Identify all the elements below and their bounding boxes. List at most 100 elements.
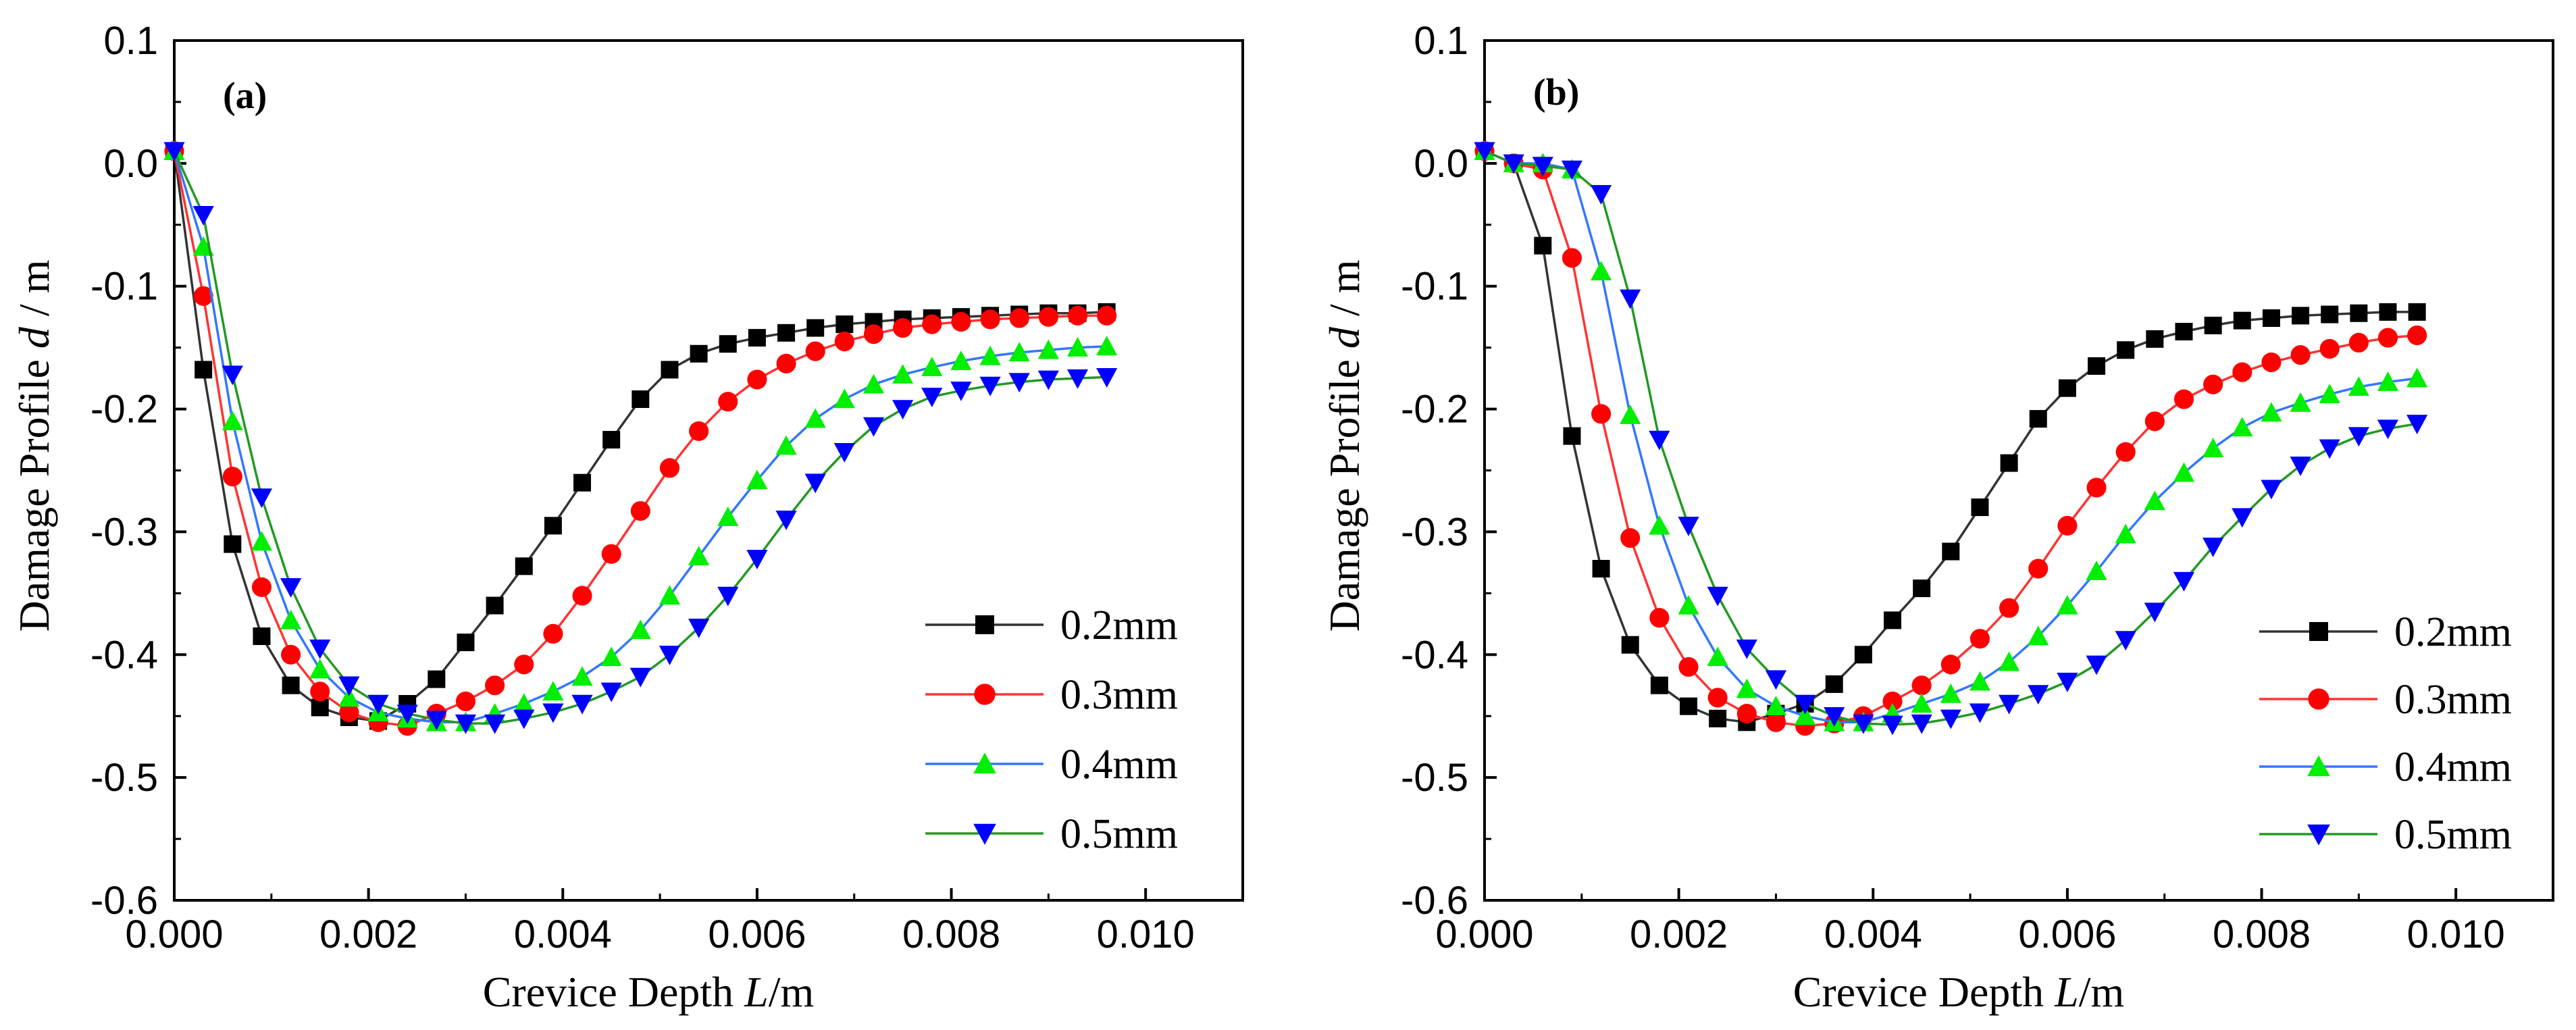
legend-item: 0.3mm [925,672,1178,718]
data-point [600,646,622,667]
data-point [2173,462,2195,482]
y-tick-label: -0.1 [91,265,158,309]
data-point [1942,542,1960,561]
legend-label: 0.3mm [2394,677,2512,723]
data-point [1736,639,1757,659]
data-point [1854,646,1872,664]
data-point [1709,709,1727,727]
data-point [1678,656,1699,677]
legend-marker [2308,688,2329,710]
data-point [251,488,273,509]
data-point [1795,694,1816,715]
data-point [428,670,446,688]
y-axis-title: Damage Profile d / m [10,260,58,632]
data-point [1037,339,1059,359]
data-point [572,586,592,606]
data-point [309,659,331,679]
data-point [1096,368,1118,388]
data-point [2057,594,2078,615]
legend-marker [973,823,996,845]
series-0.4mm [1474,140,2428,731]
data-point [2086,478,2107,498]
data-point [806,319,825,337]
data-point [748,329,766,347]
data-point [2233,311,2251,330]
data-point [893,317,913,338]
data-point [2377,328,2398,348]
data-point [717,586,739,607]
data-point [746,469,768,490]
data-point [1999,598,2019,618]
y-tick-label: 0.0 [1414,142,1468,186]
data-point [2261,402,2282,422]
data-point [192,205,214,226]
data-point [2086,655,2107,675]
data-point [2028,685,2049,705]
data-point [251,531,273,551]
series-0.2mm [165,142,1116,730]
chart-panel-a: 0.1 0.0 -0.1 -0.2 -0.3 -0.4 -0.5 -0.60.000 0.002… [10,19,1244,1016]
data-point [659,585,681,605]
legend-marker [974,684,996,705]
data-point [1707,646,1728,667]
data-point [2117,341,2135,359]
data-point [513,709,535,729]
data-point [542,681,564,701]
data-point [2232,417,2253,437]
x-tick-label: 0.004 [1824,912,1922,956]
data-point [2146,330,2164,348]
legend-label: 0.4mm [1060,742,1178,788]
data-point [571,666,593,686]
legend-label: 0.4mm [2394,744,2512,790]
data-point [573,473,592,492]
x-axis-title: Crevice Depth L/m [483,968,815,1016]
data-point [659,458,680,478]
data-point [1649,430,1670,450]
data-point [2029,410,2047,428]
y-tick-label: -0.3 [1401,510,1468,554]
data-point [980,309,1000,330]
data-point [222,411,243,431]
data-point [1534,236,1552,255]
data-point [1969,671,1991,691]
data-point [455,714,477,734]
data-point [1999,694,2020,715]
y-tick-label: -0.5 [91,756,158,800]
data-point [1561,160,1583,180]
data-point [1096,336,1118,356]
data-point [1707,688,1728,708]
data-point [484,714,506,734]
data-point [2203,438,2224,458]
data-point [2144,411,2165,432]
data-point [280,578,302,598]
data-point [513,693,535,713]
data-point [2232,362,2252,382]
data-point [921,357,943,376]
data-point [338,676,360,696]
y-tick-label: -0.2 [91,388,158,432]
data-point [339,702,359,723]
legend-item: 0.5mm [925,811,1178,857]
x-tick-label: 0.000 [125,912,223,956]
data-point [921,388,943,407]
data-point [1882,715,1903,736]
data-point [777,324,796,342]
data-point [2406,415,2428,434]
data-point [1824,706,1845,727]
series-0.5mm [1474,142,2428,736]
data-point [2028,559,2049,579]
y-tick-label: -0.6 [1401,879,1468,923]
data-point [717,507,739,526]
data-point [775,435,797,455]
data-point [396,704,418,725]
data-point [2057,673,2078,692]
data-point [1678,517,1699,536]
data-point [1765,670,1787,690]
data-point [1009,308,1029,328]
data-point [542,703,564,723]
data-point [280,609,302,629]
data-point [862,374,885,394]
data-point [544,517,562,535]
data-point [629,667,651,688]
data-point [2292,307,2310,325]
